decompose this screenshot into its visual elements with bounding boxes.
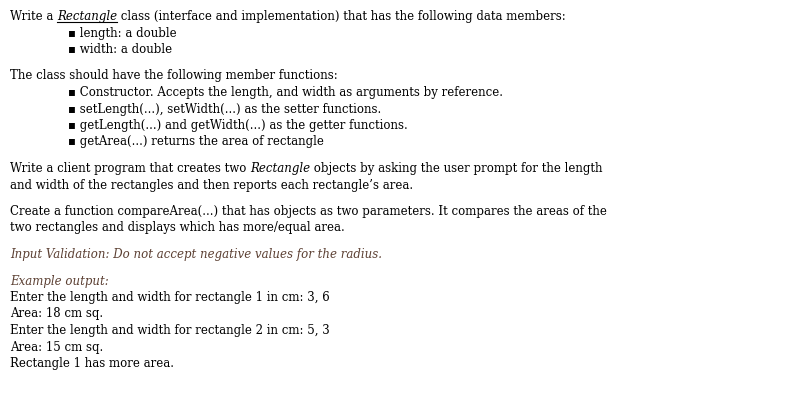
Text: Area: 15 cm sq.: Area: 15 cm sq. — [10, 341, 103, 353]
Text: Write a: Write a — [10, 10, 57, 23]
Text: Area: 18 cm sq.: Area: 18 cm sq. — [10, 308, 103, 321]
Text: Rectangle: Rectangle — [250, 162, 310, 175]
Text: ▪ Constructor. Accepts the length, and width as arguments by reference.: ▪ Constructor. Accepts the length, and w… — [68, 86, 503, 99]
Text: Rectangle 1 has more area.: Rectangle 1 has more area. — [10, 357, 174, 370]
Text: Rectangle: Rectangle — [57, 10, 117, 23]
Text: two rectangles and displays which has more/equal area.: two rectangles and displays which has mo… — [10, 222, 345, 235]
Text: Write a client program that creates two: Write a client program that creates two — [10, 162, 250, 175]
Text: ▪ width: a double: ▪ width: a double — [68, 43, 172, 56]
Text: and width of the rectangles and then reports each rectangle’s area.: and width of the rectangles and then rep… — [10, 179, 413, 191]
Text: class (interface and implementation) that has the following data members:: class (interface and implementation) tha… — [117, 10, 566, 23]
Text: Input Validation: Do not accept negative values for the radius.: Input Validation: Do not accept negative… — [10, 248, 382, 261]
Text: Enter the length and width for rectangle 2 in cm: 5, 3: Enter the length and width for rectangle… — [10, 324, 330, 337]
Text: Enter the length and width for rectangle 1 in cm: 3, 6: Enter the length and width for rectangle… — [10, 291, 330, 304]
Text: ▪ length: a double: ▪ length: a double — [68, 27, 176, 40]
Text: ▪ getLength(...) and getWidth(...) as the getter functions.: ▪ getLength(...) and getWidth(...) as th… — [68, 119, 408, 132]
Text: The class should have the following member functions:: The class should have the following memb… — [10, 69, 338, 82]
Text: objects by asking the user prompt for the length: objects by asking the user prompt for th… — [310, 162, 602, 175]
Text: Example output:: Example output: — [10, 275, 109, 288]
Text: ▪ getArea(...) returns the area of rectangle: ▪ getArea(...) returns the area of recta… — [68, 135, 324, 149]
Text: Create a function compareArea(...) that has objects as two parameters. It compar: Create a function compareArea(...) that … — [10, 205, 606, 218]
Text: ▪ setLength(...), setWidth(...) as the setter functions.: ▪ setLength(...), setWidth(...) as the s… — [68, 102, 381, 115]
